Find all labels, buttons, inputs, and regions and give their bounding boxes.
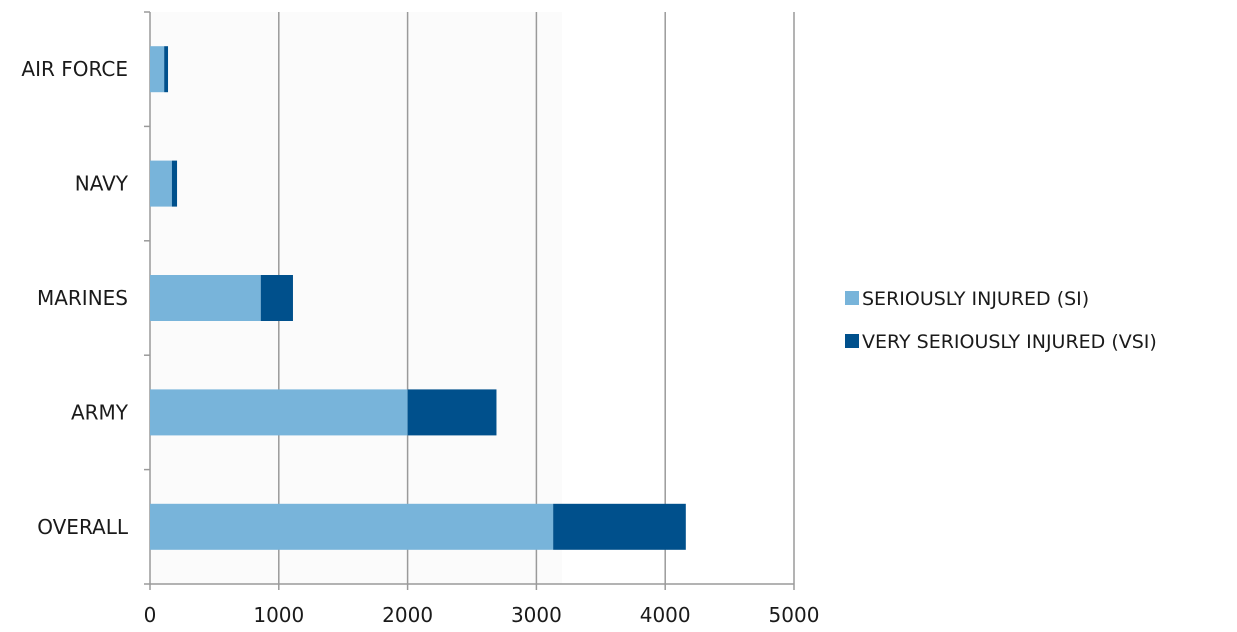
legend: SERIOUSLY INJURED (SI) VERY SERIOUSLY INJ… <box>845 288 1157 353</box>
category-label-overall: OVERALL <box>37 515 129 539</box>
x-tick-label-5000: 5000 <box>769 603 820 627</box>
legend-label-si: SERIOUSLY INJURED (SI) <box>862 288 1089 310</box>
x-tick-label-2000: 2000 <box>382 603 433 627</box>
bar-navy-vsi <box>171 160 178 207</box>
bar-overall-vsi <box>553 503 686 550</box>
category-labels: AIR FORCE NAVY MARINES ARMY OVERALL <box>21 57 128 539</box>
legend-label-vsi: VERY SERIOUSLY INJURED (VSI) <box>862 331 1157 353</box>
category-label-navy: NAVY <box>75 172 129 196</box>
bar-marines-vsi <box>260 275 293 321</box>
bar-army-si <box>150 389 408 436</box>
x-tick-label-4000: 4000 <box>640 603 691 627</box>
x-tick-label-0: 0 <box>144 603 157 627</box>
legend-swatch-vsi <box>845 334 859 348</box>
x-tick-label-3000: 3000 <box>511 603 562 627</box>
bars <box>150 46 686 550</box>
category-label-army: ARMY <box>71 400 129 424</box>
gridlines <box>278 12 795 584</box>
bar-air-force-si <box>150 46 165 93</box>
bar-overall-si <box>150 503 554 550</box>
bar-army-vsi <box>407 389 497 436</box>
bar-marines-si <box>150 275 261 321</box>
category-label-marines: MARINES <box>37 286 128 310</box>
bar-air-force-vsi <box>164 46 169 93</box>
category-label-air-force: AIR FORCE <box>21 57 128 81</box>
bar-navy-si <box>150 160 172 207</box>
x-tick-labels: 0 1000 2000 3000 4000 5000 <box>144 603 820 627</box>
x-tick-label-1000: 1000 <box>253 603 304 627</box>
legend-swatch-si <box>845 291 859 305</box>
